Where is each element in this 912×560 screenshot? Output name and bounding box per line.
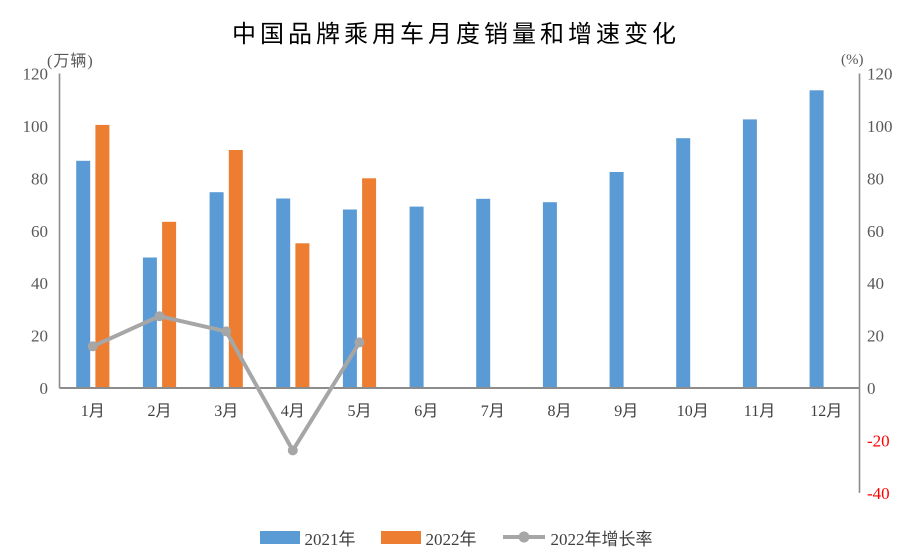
right-axis-tick-80: 80 (867, 169, 884, 188)
legend: 2021年 2022年 2022年增长率 (0, 522, 912, 552)
legend-swatch-2022-bar (380, 530, 421, 544)
bar-2022年-3月 (228, 150, 243, 388)
bar-2021年-6月 (409, 206, 424, 388)
x-axis-label-3月: 3月 (214, 403, 238, 420)
bar-2021年-1月 (76, 160, 91, 388)
legend-swatch-growth-line-marker-icon (502, 531, 545, 543)
right-axis-tick--40: -40 (867, 484, 890, 503)
legend-label-2021: 2021年 (304, 529, 356, 549)
legend-label-growth-rate: 2022年增长率 (550, 529, 653, 549)
x-axis-label-8月: 8月 (547, 403, 571, 420)
x-axis-label-6月: 6月 (414, 403, 438, 420)
left-axis-tick-100: 100 (23, 117, 49, 136)
legend-item-2022: 2022年 (380, 525, 477, 550)
x-axis-label-10月: 10月 (677, 403, 709, 420)
x-axis-label-2月: 2月 (147, 403, 171, 420)
left-axis-unit-label: (万辆) (47, 53, 94, 70)
marker-2022年增长率-5月 (354, 337, 365, 348)
x-axis-label-7月: 7月 (481, 403, 505, 420)
left-axis-tick-120: 120 (23, 65, 49, 84)
bar-2021年-10月 (676, 138, 691, 388)
right-axis-unit-label: (%) (841, 52, 864, 68)
marker-2022年增长率-4月 (287, 445, 298, 456)
x-axis-label-4月: 4月 (281, 403, 305, 420)
x-axis-label-9月: 9月 (614, 403, 638, 420)
left-axis-tick-40: 40 (31, 274, 48, 293)
bar-2021年-9月 (609, 172, 624, 388)
left-axis-tick-0: 0 (40, 379, 49, 398)
bar-2022年-1月 (95, 124, 110, 389)
legend-swatch-2021-bar (259, 530, 300, 544)
x-axis-label-12月: 12月 (810, 403, 842, 420)
right-axis-tick-20: 20 (867, 327, 884, 346)
bar-2021年-12月 (809, 90, 824, 389)
right-axis-tick-60: 60 (867, 222, 884, 241)
bar-2021年-5月 (342, 209, 357, 388)
bar-2022年-2月 (162, 221, 177, 388)
legend-item-2021: 2021年 (259, 525, 356, 550)
legend-item-growth-rate: 2022年增长率 (502, 525, 653, 550)
bar-2021年-2月 (142, 257, 157, 388)
left-axis-tick-20: 20 (31, 327, 48, 346)
chart-title: 中国品牌乘用车月度销量和增速变化 (232, 22, 680, 48)
right-axis-tick-100: 100 (867, 117, 893, 136)
marker-2022年增长率-3月 (221, 326, 232, 337)
bar-2021年-7月 (476, 198, 491, 388)
right-axis-tick-0: 0 (867, 379, 876, 398)
bar-2022年-5月 (362, 178, 377, 388)
x-axis-label-11月: 11月 (744, 403, 775, 420)
left-axis-tick-80: 80 (31, 169, 48, 188)
bar-2021年-4月 (276, 198, 291, 388)
x-axis-label-1月: 1月 (81, 403, 105, 420)
marker-2022年增长率-2月 (154, 311, 165, 322)
right-axis-tick--20: -20 (867, 431, 890, 450)
right-axis-tick-120: 120 (867, 65, 893, 84)
bar-2022年-4月 (295, 243, 310, 388)
right-axis-tick-40: 40 (867, 274, 884, 293)
left-axis-tick-60: 60 (31, 222, 48, 241)
bar-2021年-8月 (542, 202, 557, 388)
legend-label-2022: 2022年 (425, 529, 477, 549)
bar-2021年-3月 (209, 192, 224, 388)
marker-2022年增长率-1月 (87, 341, 98, 352)
x-axis-label-5月: 5月 (347, 403, 371, 420)
bar-2021年-11月 (742, 119, 757, 389)
